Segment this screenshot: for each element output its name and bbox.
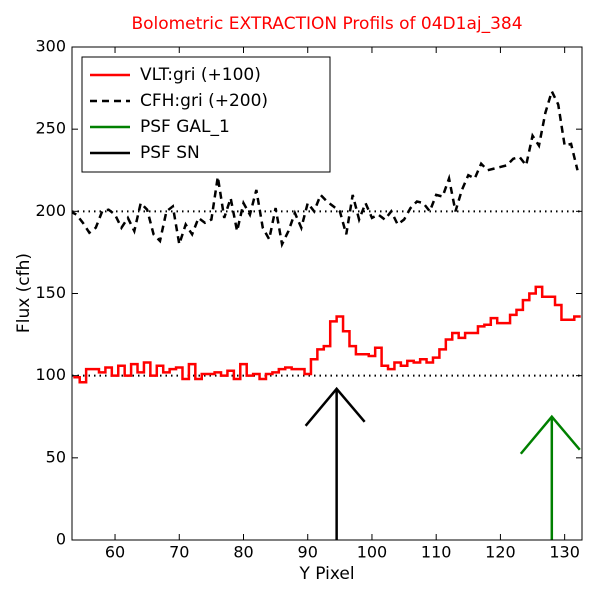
y-tick-label: 50 xyxy=(46,447,66,466)
y-tick-label: 150 xyxy=(35,283,66,302)
x-tick-label: 120 xyxy=(485,543,516,562)
arrow-head xyxy=(519,414,581,455)
legend-label: PSF GAL_1 xyxy=(140,117,230,137)
legend-label: VLT:gri (+100) xyxy=(140,65,261,85)
x-tick-label: 80 xyxy=(233,543,253,562)
x-tick-label: 110 xyxy=(421,543,452,562)
y-tick-label: 0 xyxy=(56,530,66,549)
y-axis-label: Flux (cfh) xyxy=(14,253,34,333)
y-tick-label: 300 xyxy=(35,37,66,56)
x-tick-label: 100 xyxy=(357,543,388,562)
series-line xyxy=(72,87,579,249)
y-tick-label: 100 xyxy=(35,365,66,384)
y-tick-label: 200 xyxy=(35,201,66,220)
x-tick-label: 60 xyxy=(105,543,125,562)
legend-label: PSF SN xyxy=(140,143,200,163)
x-axis-label: Y Pixel xyxy=(298,564,354,584)
x-tick-label: 130 xyxy=(549,543,580,562)
x-tick-label: 70 xyxy=(169,543,189,562)
chart-title: Bolometric EXTRACTION Profils of 04D1aj_… xyxy=(131,14,522,34)
y-tick-label: 250 xyxy=(35,119,66,138)
legend-label: CFH:gri (+200) xyxy=(140,91,268,111)
x-tick-label: 90 xyxy=(298,543,318,562)
arrow-head xyxy=(304,386,366,427)
plot-frame xyxy=(71,46,583,541)
series-line xyxy=(73,285,581,384)
